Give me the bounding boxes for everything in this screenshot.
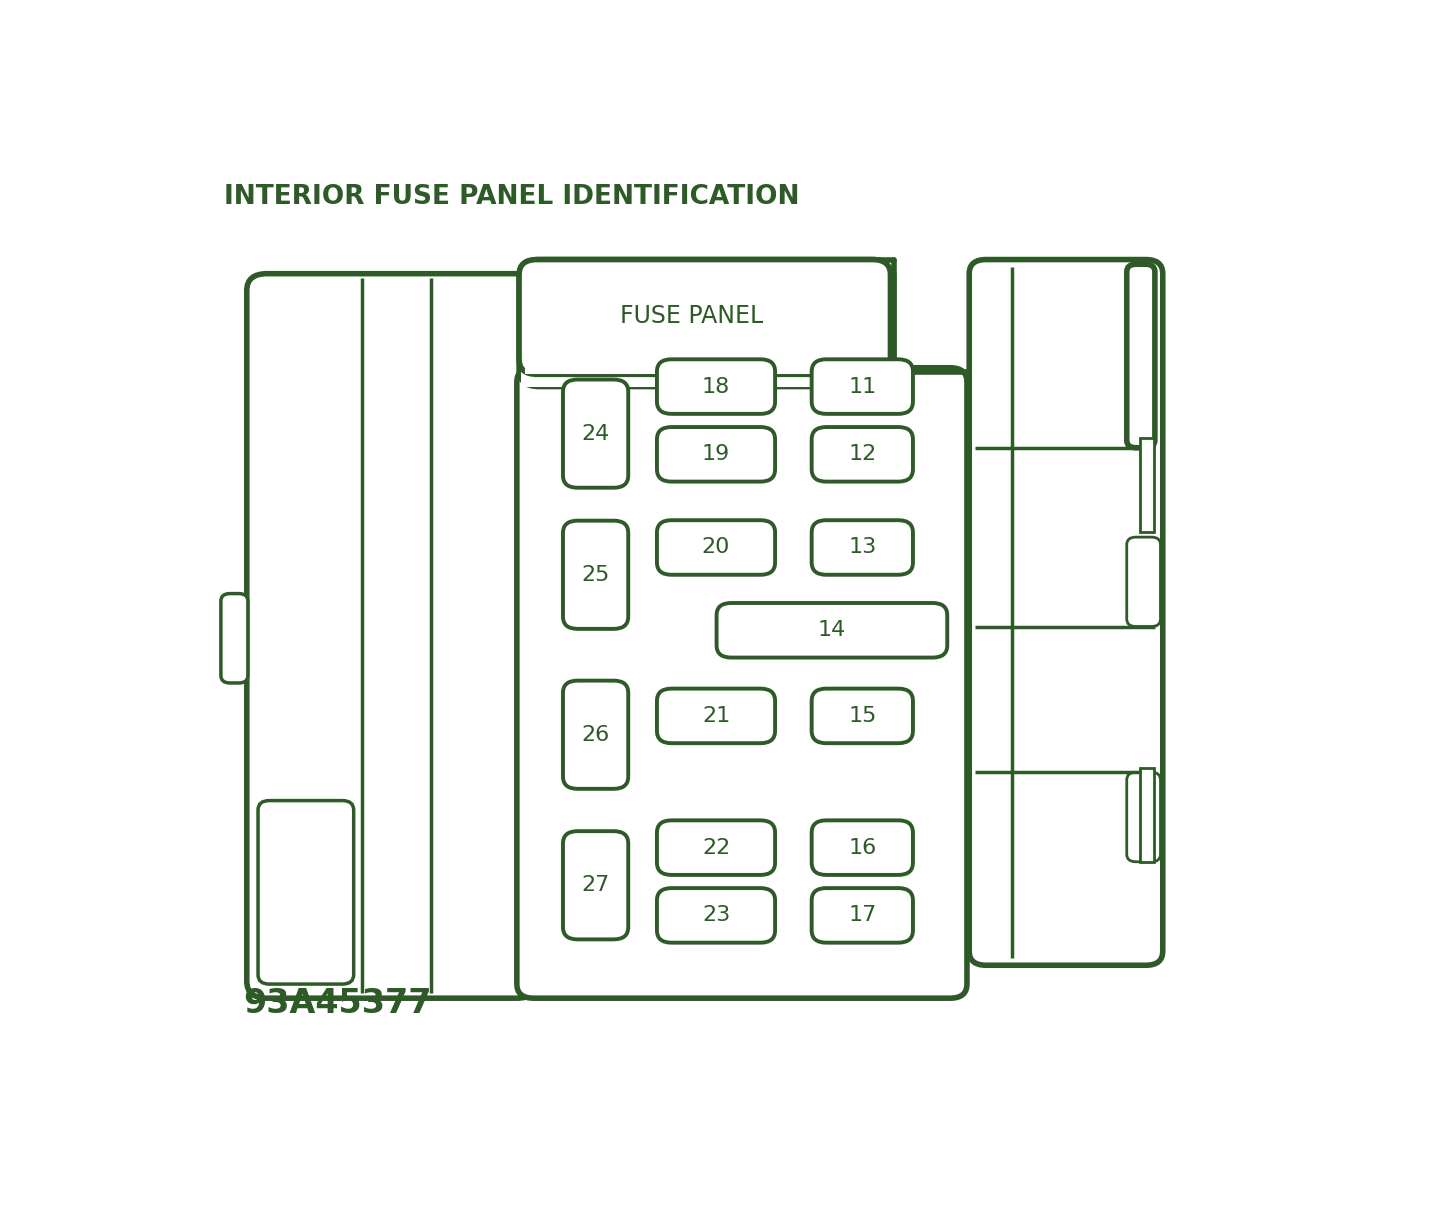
FancyBboxPatch shape [656, 359, 775, 414]
FancyBboxPatch shape [812, 521, 913, 574]
Text: 27: 27 [581, 875, 610, 896]
FancyBboxPatch shape [656, 521, 775, 574]
Text: 14: 14 [817, 621, 847, 640]
Bar [1140, 439, 1154, 533]
Bar [524, 365, 884, 374]
FancyBboxPatch shape [247, 274, 537, 998]
FancyBboxPatch shape [518, 259, 894, 386]
FancyBboxPatch shape [1127, 772, 1160, 862]
FancyBboxPatch shape [563, 380, 629, 488]
FancyBboxPatch shape [656, 689, 775, 743]
Bar [521, 349, 892, 386]
Text: FUSE PANEL: FUSE PANEL [620, 304, 762, 327]
FancyBboxPatch shape [258, 800, 354, 984]
FancyBboxPatch shape [563, 831, 629, 940]
FancyBboxPatch shape [1127, 538, 1160, 627]
FancyBboxPatch shape [656, 426, 775, 481]
FancyBboxPatch shape [812, 820, 913, 875]
FancyBboxPatch shape [812, 888, 913, 942]
FancyBboxPatch shape [970, 259, 1163, 965]
Text: 12: 12 [848, 445, 877, 464]
FancyBboxPatch shape [717, 602, 947, 657]
Text: 18: 18 [701, 376, 730, 397]
FancyBboxPatch shape [656, 820, 775, 875]
FancyBboxPatch shape [656, 888, 775, 942]
Text: 19: 19 [701, 445, 730, 464]
Text: 26: 26 [581, 725, 610, 744]
Text: 23: 23 [701, 906, 730, 925]
FancyBboxPatch shape [563, 681, 629, 789]
Text: 21: 21 [701, 706, 730, 726]
Bar [1140, 767, 1154, 862]
FancyBboxPatch shape [812, 426, 913, 481]
FancyBboxPatch shape [517, 368, 967, 998]
FancyBboxPatch shape [221, 594, 248, 683]
Text: 20: 20 [701, 538, 730, 557]
Text: 16: 16 [848, 837, 877, 858]
Text: INTERIOR FUSE PANEL IDENTIFICATION: INTERIOR FUSE PANEL IDENTIFICATION [224, 185, 800, 210]
Text: 11: 11 [848, 376, 877, 397]
Text: 15: 15 [848, 706, 877, 726]
FancyBboxPatch shape [518, 259, 890, 374]
Text: 24: 24 [581, 424, 610, 444]
Text: 13: 13 [848, 538, 877, 557]
Text: 17: 17 [848, 906, 877, 925]
FancyBboxPatch shape [812, 689, 913, 743]
Text: 93A45377: 93A45377 [244, 987, 431, 1020]
Bar [521, 259, 893, 370]
FancyBboxPatch shape [812, 359, 913, 414]
FancyBboxPatch shape [1127, 264, 1154, 447]
Text: 25: 25 [581, 565, 610, 585]
FancyBboxPatch shape [563, 521, 629, 629]
Text: 22: 22 [701, 837, 730, 858]
